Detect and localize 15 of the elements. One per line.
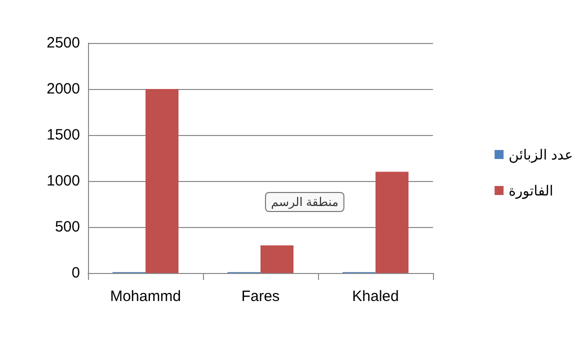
- y-tick-label: 500: [54, 218, 80, 236]
- x-tick-label: Fares: [241, 288, 280, 305]
- bar: [146, 89, 178, 273]
- legend-label: عدد الزبائن: [508, 146, 573, 164]
- y-tick-label: 2000: [46, 80, 80, 98]
- legend-label: الفاتورة: [508, 182, 554, 200]
- bar: [260, 245, 294, 273]
- y-tick-label: 1000: [46, 172, 80, 190]
- y-tick-label: 2500: [46, 34, 80, 52]
- y-tick-label: 0: [72, 264, 80, 282]
- y-tick-label: 1500: [46, 126, 80, 144]
- x-tick-label: Mohammd: [110, 288, 181, 305]
- bar: [376, 172, 408, 273]
- annotation: منطقة الرسم: [271, 195, 338, 209]
- x-tick-label: Khaled: [352, 288, 399, 305]
